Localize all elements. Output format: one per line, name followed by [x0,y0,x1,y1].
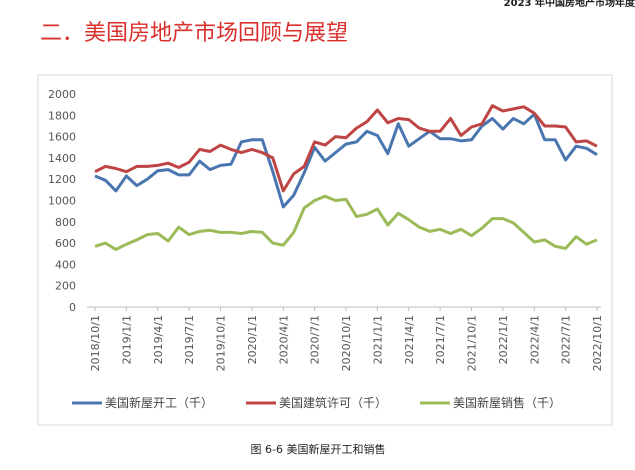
legend-label: 美国新屋开工（千） [105,395,213,410]
x-tick-label: 2021/4/1 [403,315,416,364]
x-tick-label: 2019/10/1 [215,315,228,371]
x-tick-label: 2018/10/1 [89,315,102,371]
chart-frame [37,74,613,426]
y-tick-label: 1000 [48,195,76,208]
y-tick-label: 2000 [48,88,76,101]
legend-label: 美国新屋销售（千） [453,395,561,410]
running-title: 2023 年中国房地产市场年度 [504,0,635,9]
x-tick-label: 2019/1/1 [120,315,133,364]
caption: 图 6-6 美国新屋开工和销售 [251,442,386,456]
y-tick-label: 1400 [48,152,76,165]
x-tick-label: 2021/10/1 [466,315,479,371]
series-line [94,112,598,209]
series-line [94,104,598,193]
y-tick-label: 0 [69,301,76,314]
x-tick-label: 2019/7/1 [183,315,196,364]
section-title: 二．美国房地产市场回顾与展望 [40,21,348,46]
x-tick-label: 2020/7/1 [309,315,322,364]
x-tick-label: 2022/7/1 [560,315,573,364]
series-line [94,194,598,251]
x-tick-label: 2020/10/1 [340,315,353,371]
y-tick-label: 400 [55,258,76,271]
y-tick-label: 1200 [48,173,76,186]
x-tick-label: 2021/7/1 [434,315,447,364]
x-tick-label: 2021/1/1 [371,315,384,364]
y-tick-label: 800 [55,216,76,229]
y-tick-label: 600 [55,237,76,250]
legend-label: 美国建筑许可（千） [279,395,387,410]
x-tick-label: 2020/1/1 [246,315,259,364]
x-tick-label: 2022/1/1 [497,315,510,364]
y-tick-label: 1800 [48,109,76,122]
x-tick-label: 2022/10/1 [591,315,604,371]
chart: 0 200 400 600 800 1000 1200 1400 1600 1800 2000 201… [48,88,604,410]
x-tick-label: 2019/4/1 [152,315,165,364]
y-tick-label: 200 [55,280,76,293]
y-tick-label: 1600 [48,131,76,144]
x-tick-label: 2020/4/1 [277,315,290,364]
x-tick-label: 2022/4/1 [528,315,541,364]
